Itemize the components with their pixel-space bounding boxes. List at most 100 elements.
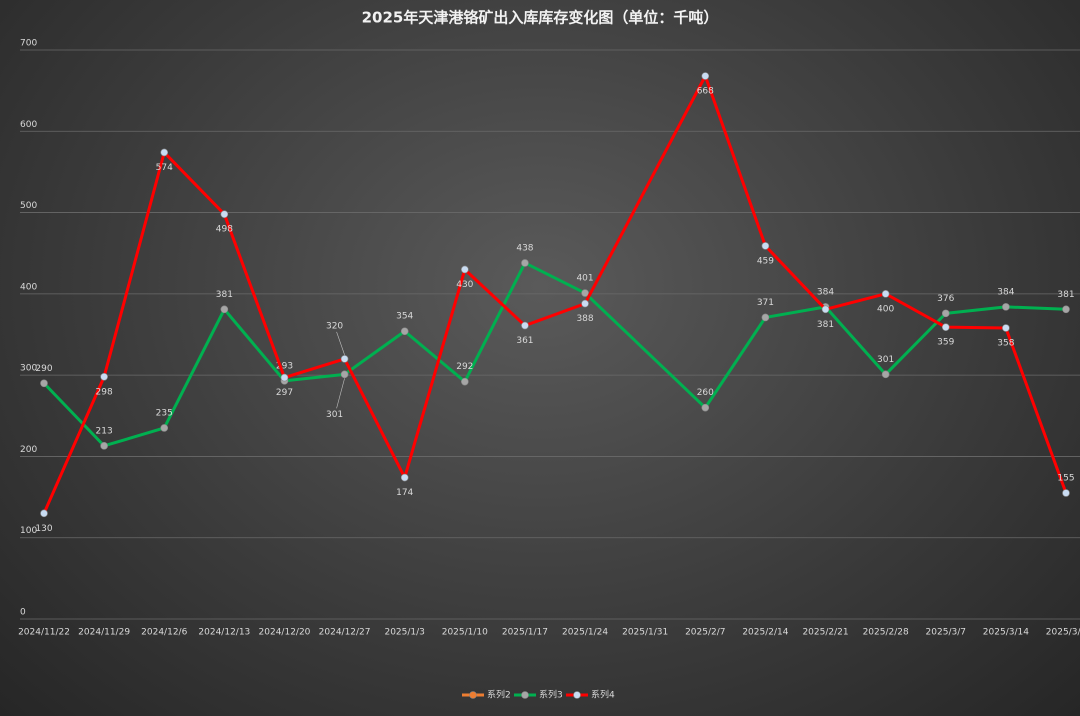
x-tick-label: 2025/1/17	[502, 628, 548, 638]
data-label: 301	[326, 410, 343, 420]
x-tick-label: 2025/2/14	[742, 628, 788, 638]
y-tick-label: 300	[20, 364, 37, 374]
x-tick-label: 2025/2/28	[863, 628, 909, 638]
point	[881, 370, 890, 379]
x-tick-label: 2025/3/2	[1046, 628, 1080, 638]
y-tick-label: 0	[20, 608, 26, 618]
y-tick-label: 600	[20, 120, 37, 130]
legend-label: 系列3	[539, 689, 563, 701]
y-tick-label: 700	[20, 39, 37, 49]
x-tick-label: 2024/11/29	[78, 628, 130, 638]
x-tick-label: 2024/12/6	[141, 628, 187, 638]
data-label: 401	[576, 274, 593, 284]
point	[1002, 324, 1010, 332]
x-tick-label: 2025/1/10	[442, 628, 488, 638]
chart-title: 2025年天津港铬矿出入库库存变化图（单位：千吨）	[362, 9, 719, 27]
x-tick-label: 2025/3/7	[926, 628, 966, 638]
data-label: 498	[216, 225, 233, 235]
point	[761, 242, 770, 250]
point	[461, 265, 469, 274]
data-label: 400	[877, 304, 894, 314]
data-label: 574	[156, 163, 173, 173]
data-label: 381	[817, 320, 834, 330]
point	[881, 290, 890, 298]
legend-marker	[469, 691, 477, 699]
data-label: 381	[216, 290, 233, 300]
point	[1062, 489, 1070, 497]
legend-marker	[521, 691, 529, 699]
point	[400, 327, 409, 336]
gap-connector	[584, 291, 707, 409]
point	[100, 442, 108, 450]
x-tick-label: 2025/1/31	[622, 628, 668, 638]
point	[1002, 303, 1010, 311]
data-label: 290	[35, 364, 52, 374]
point	[220, 210, 229, 218]
point	[160, 424, 169, 432]
data-label: 376	[937, 294, 954, 304]
data-label: 292	[456, 362, 473, 372]
data-label: 384	[997, 287, 1014, 297]
x-tick-label: 2024/12/20	[259, 628, 311, 638]
data-label: 260	[697, 388, 714, 398]
point	[461, 377, 469, 386]
point	[941, 309, 950, 318]
data-label: 438	[516, 243, 533, 253]
point	[100, 372, 108, 381]
data-label: 384	[817, 287, 834, 297]
data-label: 301	[877, 355, 894, 365]
point	[40, 509, 48, 518]
leader-line	[336, 331, 345, 355]
legend-label: 系列2	[487, 689, 511, 701]
x-tick-label: 2025/3/14	[983, 628, 1029, 638]
data-label: 430	[456, 280, 473, 290]
point	[340, 355, 349, 363]
legend-label: 系列4	[591, 689, 615, 701]
y-tick-label: 500	[20, 201, 37, 211]
data-label: 359	[937, 338, 954, 348]
point	[581, 299, 589, 308]
data-label: 298	[96, 387, 113, 397]
data-label: 459	[757, 256, 774, 266]
data-label: 130	[35, 524, 52, 534]
leader-line	[336, 378, 345, 409]
y-tick-label: 200	[20, 445, 37, 455]
series-line	[42, 150, 586, 514]
y-tick-label: 400	[20, 282, 37, 292]
data-label: 297	[276, 388, 293, 398]
data-label: 381	[1057, 290, 1074, 300]
data-label: 213	[96, 426, 113, 436]
point	[340, 370, 349, 379]
point	[821, 305, 830, 314]
point	[280, 373, 289, 382]
x-tick-label: 2025/2/21	[802, 628, 848, 638]
data-label: 320	[326, 321, 343, 331]
point	[220, 305, 229, 314]
point	[941, 323, 950, 331]
data-label: 235	[156, 408, 173, 418]
data-label: 293	[276, 361, 293, 371]
point	[701, 72, 710, 80]
x-tick-label: 2024/12/27	[319, 628, 371, 638]
y-tick-label: 100	[20, 526, 37, 536]
data-label: 155	[1057, 474, 1074, 484]
series-line	[42, 261, 586, 448]
data-label: 371	[757, 298, 774, 308]
point	[521, 321, 529, 330]
point	[521, 259, 529, 267]
point	[701, 403, 710, 412]
data-label: 358	[997, 338, 1014, 348]
x-tick-label: 2025/1/3	[384, 628, 424, 638]
legend-marker	[573, 691, 581, 699]
data-label: 174	[396, 488, 413, 498]
x-tick-label: 2025/2/7	[685, 628, 725, 638]
x-tick-label: 2024/12/13	[198, 628, 250, 638]
data-label: 668	[697, 87, 714, 97]
series-line	[703, 75, 1068, 494]
x-tick-label: 2025/1/24	[562, 628, 608, 638]
data-label: 388	[576, 314, 593, 324]
data-label: 361	[516, 336, 533, 346]
gap-connector	[583, 75, 707, 305]
data-label: 354	[396, 312, 413, 322]
